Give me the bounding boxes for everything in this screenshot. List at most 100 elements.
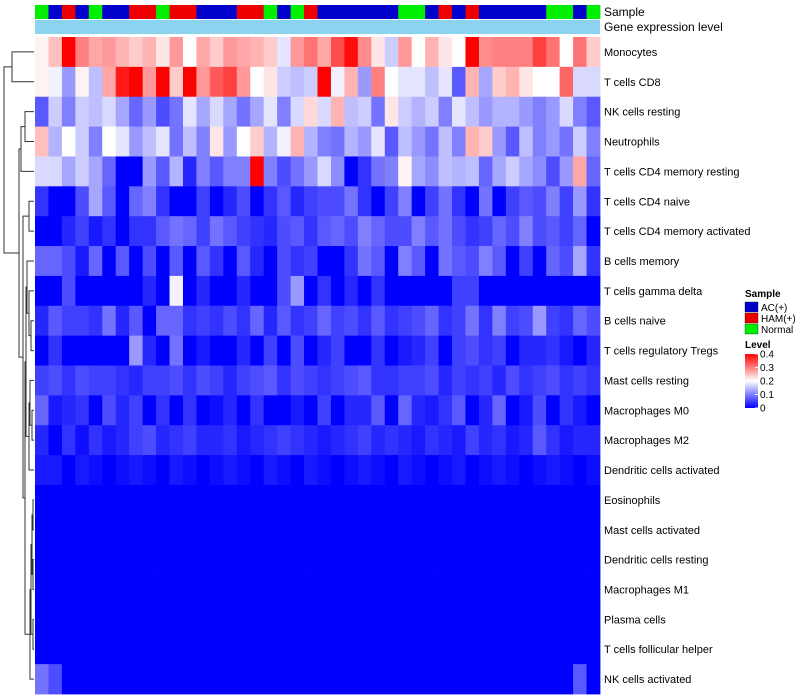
heatmap-cell: [182, 305, 197, 337]
heatmap-cell: [290, 365, 305, 396]
heatmap-cell: [465, 305, 480, 337]
heatmap-cell: [182, 156, 197, 187]
heatmap-cell: [411, 484, 426, 516]
heatmap-cell: [263, 425, 278, 456]
heatmap-cell: [75, 365, 90, 396]
heatmap-cell: [102, 156, 117, 187]
heatmap-cell: [209, 335, 224, 366]
heatmap-cell: [263, 664, 278, 695]
heatmap-cell: [304, 186, 318, 217]
heatmap-cell: [505, 544, 520, 575]
dendrogram-branch: [32, 559, 34, 590]
row-label: Plasma cells: [604, 614, 666, 626]
heatmap-cell: [452, 544, 466, 575]
colorbar-tick-label: 0: [760, 404, 766, 415]
heatmap-cell: [142, 275, 157, 307]
heatmap-cell: [532, 484, 547, 516]
heatmap-cell: [330, 604, 345, 635]
heatmap-cell: [196, 425, 211, 456]
heatmap-cell: [290, 66, 305, 98]
heatmap-cell: [304, 604, 318, 635]
heatmap-cell: [357, 395, 372, 426]
heatmap-cell: [290, 634, 305, 665]
heatmap-cell: [478, 186, 493, 217]
heatmap-cell: [478, 305, 493, 337]
heatmap-cell: [573, 186, 587, 217]
heatmap-cell: [102, 455, 117, 486]
heatmap-cell: [425, 664, 439, 695]
heatmap-cell: [573, 574, 587, 605]
heatmap-cell: [546, 484, 561, 516]
heatmap-cell: [384, 246, 399, 277]
heatmap-cell: [438, 275, 453, 307]
heatmap-cell: [223, 96, 238, 127]
heatmap-cell: [465, 246, 480, 277]
heatmap-cell: [384, 455, 399, 486]
heatmap-cell: [425, 275, 439, 307]
heatmap-cell: [573, 96, 587, 127]
heatmap-cell: [505, 484, 520, 516]
heatmap-cell: [384, 66, 399, 98]
heatmap-cell: [290, 664, 305, 695]
heatmap-cell: [438, 186, 453, 217]
heatmap-cell: [115, 544, 130, 575]
heatmap-cell: [223, 484, 238, 516]
heatmap-cell: [546, 66, 561, 98]
heatmap-cell: [182, 544, 197, 575]
heatmap-cell: [277, 544, 291, 575]
heatmap-cell: [505, 305, 520, 337]
heatmap-cell: [559, 335, 574, 366]
heatmap-cell: [398, 66, 413, 98]
heatmap-cell: [532, 335, 547, 366]
sample-annotation-cell: [478, 5, 493, 19]
heatmap-cell: [384, 484, 399, 516]
heatmap-cell: [371, 365, 386, 396]
heatmap-cell: [209, 186, 224, 217]
level-colorbar: [745, 354, 758, 408]
heatmap-cell: [492, 186, 507, 217]
heatmap-cell: [209, 246, 224, 277]
heatmap-cell: [277, 365, 291, 396]
heatmap-cell: [115, 514, 130, 546]
heatmap-cell: [156, 425, 170, 456]
heatmap-cell: [169, 664, 184, 695]
heatmap-cell: [115, 634, 130, 665]
heatmap-cell: [532, 246, 547, 277]
heatmap-cell: [182, 634, 197, 665]
heatmap-cell: [250, 514, 265, 546]
heatmap-cell: [250, 246, 265, 277]
heatmap-cell: [196, 275, 211, 307]
heatmap-cell: [129, 126, 144, 157]
heatmap-cell: [115, 37, 130, 68]
heatmap-cell: [357, 66, 372, 98]
dendrogram-branch: [32, 499, 34, 531]
heatmap-cell: [438, 634, 453, 665]
heatmap-cell: [546, 305, 561, 337]
heatmap-cell: [169, 395, 184, 426]
heatmap-cell: [465, 156, 480, 187]
heatmap-cell: [411, 96, 426, 127]
heatmap-cell: [465, 66, 480, 98]
sample-annotation-cell: [129, 5, 144, 19]
heatmap-cell: [357, 275, 372, 307]
heatmap-cell: [586, 37, 601, 68]
heatmap-cell: [586, 484, 601, 516]
heatmap-cell: [263, 156, 278, 187]
heatmap-cell: [48, 156, 63, 187]
heatmap-cell: [35, 156, 49, 187]
dendrogram-branch: [24, 111, 34, 143]
heatmap-cell: [115, 246, 130, 277]
heatmap-cell: [357, 664, 372, 695]
heatmap-cell: [438, 126, 453, 157]
heatmap-cell: [196, 66, 211, 98]
heatmap-cell: [129, 156, 144, 187]
heatmap-cell: [384, 216, 399, 247]
heatmap-cell: [478, 604, 493, 635]
heatmap-cell: [532, 216, 547, 247]
heatmap-cell: [452, 156, 466, 187]
heatmap-cell: [384, 574, 399, 605]
heatmap-cell: [398, 275, 413, 307]
heatmap-cell: [317, 365, 332, 396]
heatmap-cell: [344, 514, 359, 546]
heatmap-cell: [317, 66, 332, 98]
